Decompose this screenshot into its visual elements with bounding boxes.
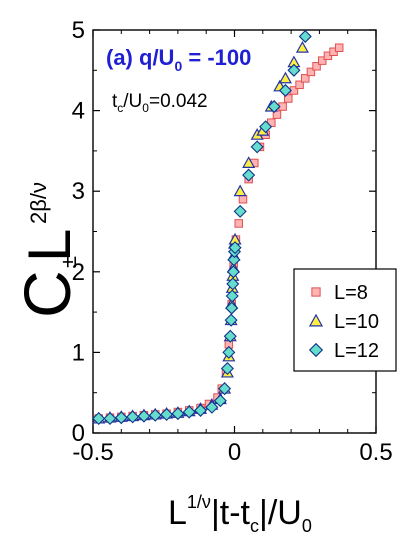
y-tick-label: 1 (72, 339, 85, 366)
data-point (223, 329, 237, 343)
data-point (194, 403, 208, 417)
data-point (226, 265, 240, 279)
data-point (220, 361, 234, 376)
x-axis-label: L1/ν|t-tc|/U0 (168, 492, 312, 536)
data-point (242, 156, 256, 168)
annotation-q: (a) q/U0 = -100 (106, 45, 251, 74)
data-point (213, 394, 227, 408)
x-tick-label: 0 (228, 439, 241, 466)
data-point (234, 219, 243, 228)
y-tick-label: 0 (72, 420, 85, 447)
data-point (287, 63, 301, 77)
data-point (301, 74, 310, 83)
y-axis-label-l: L (16, 229, 83, 262)
data-point (227, 253, 241, 267)
data-point (226, 277, 240, 291)
data-point (225, 301, 239, 315)
data-point (114, 411, 128, 425)
data-point (92, 411, 106, 426)
data-point (126, 410, 140, 424)
annotation-tc: tc/U0=0.042 (112, 91, 208, 115)
data-point (225, 289, 239, 303)
data-point (148, 408, 162, 422)
data-point (160, 407, 174, 421)
x-tick-label: 0.5 (359, 439, 392, 466)
legend-marker (308, 342, 324, 358)
y-tick-label: 4 (72, 98, 85, 125)
data-point (298, 29, 312, 43)
data-point (334, 43, 344, 52)
data-point (259, 120, 273, 134)
data-point (295, 80, 304, 90)
data-point (233, 184, 247, 197)
data-point (205, 400, 219, 414)
data-point (267, 100, 281, 114)
data-point (250, 140, 264, 154)
data-point (317, 56, 327, 65)
data-point (228, 241, 242, 255)
y-axis-label-sub: ± (56, 256, 81, 268)
data-point (218, 382, 232, 396)
data-point (242, 168, 256, 182)
data-point (182, 405, 196, 419)
y-axis-label-c: C (10, 270, 84, 318)
legend-marker (308, 313, 324, 327)
x-tick-label: -0.5 (72, 439, 113, 466)
data-points (92, 29, 344, 426)
legend-label: L=12 (334, 340, 379, 362)
y-tick-label: 5 (72, 17, 85, 44)
y-tick-label: 3 (72, 178, 85, 205)
data-point (233, 204, 247, 218)
data-point (224, 313, 238, 327)
data-point (137, 409, 151, 423)
legend: L=8 L=10 L=12 (293, 268, 397, 372)
data-point (295, 40, 309, 53)
data-point (222, 345, 236, 359)
legend-box (293, 268, 397, 372)
data-point (238, 195, 248, 204)
legend-label: L=8 (334, 282, 368, 304)
data-point (103, 411, 117, 426)
data-point (278, 83, 292, 97)
data-point (284, 94, 293, 103)
series-L=12 (92, 29, 312, 426)
legend-label: L=10 (334, 311, 379, 333)
legend-marker (311, 287, 321, 297)
y-tick-label: 2 (72, 259, 85, 286)
data-point (278, 71, 292, 84)
data-point (171, 407, 185, 421)
y-axis-label-sup: 2β/ν (26, 182, 51, 224)
data-point (306, 67, 316, 77)
data-point (312, 62, 321, 71)
